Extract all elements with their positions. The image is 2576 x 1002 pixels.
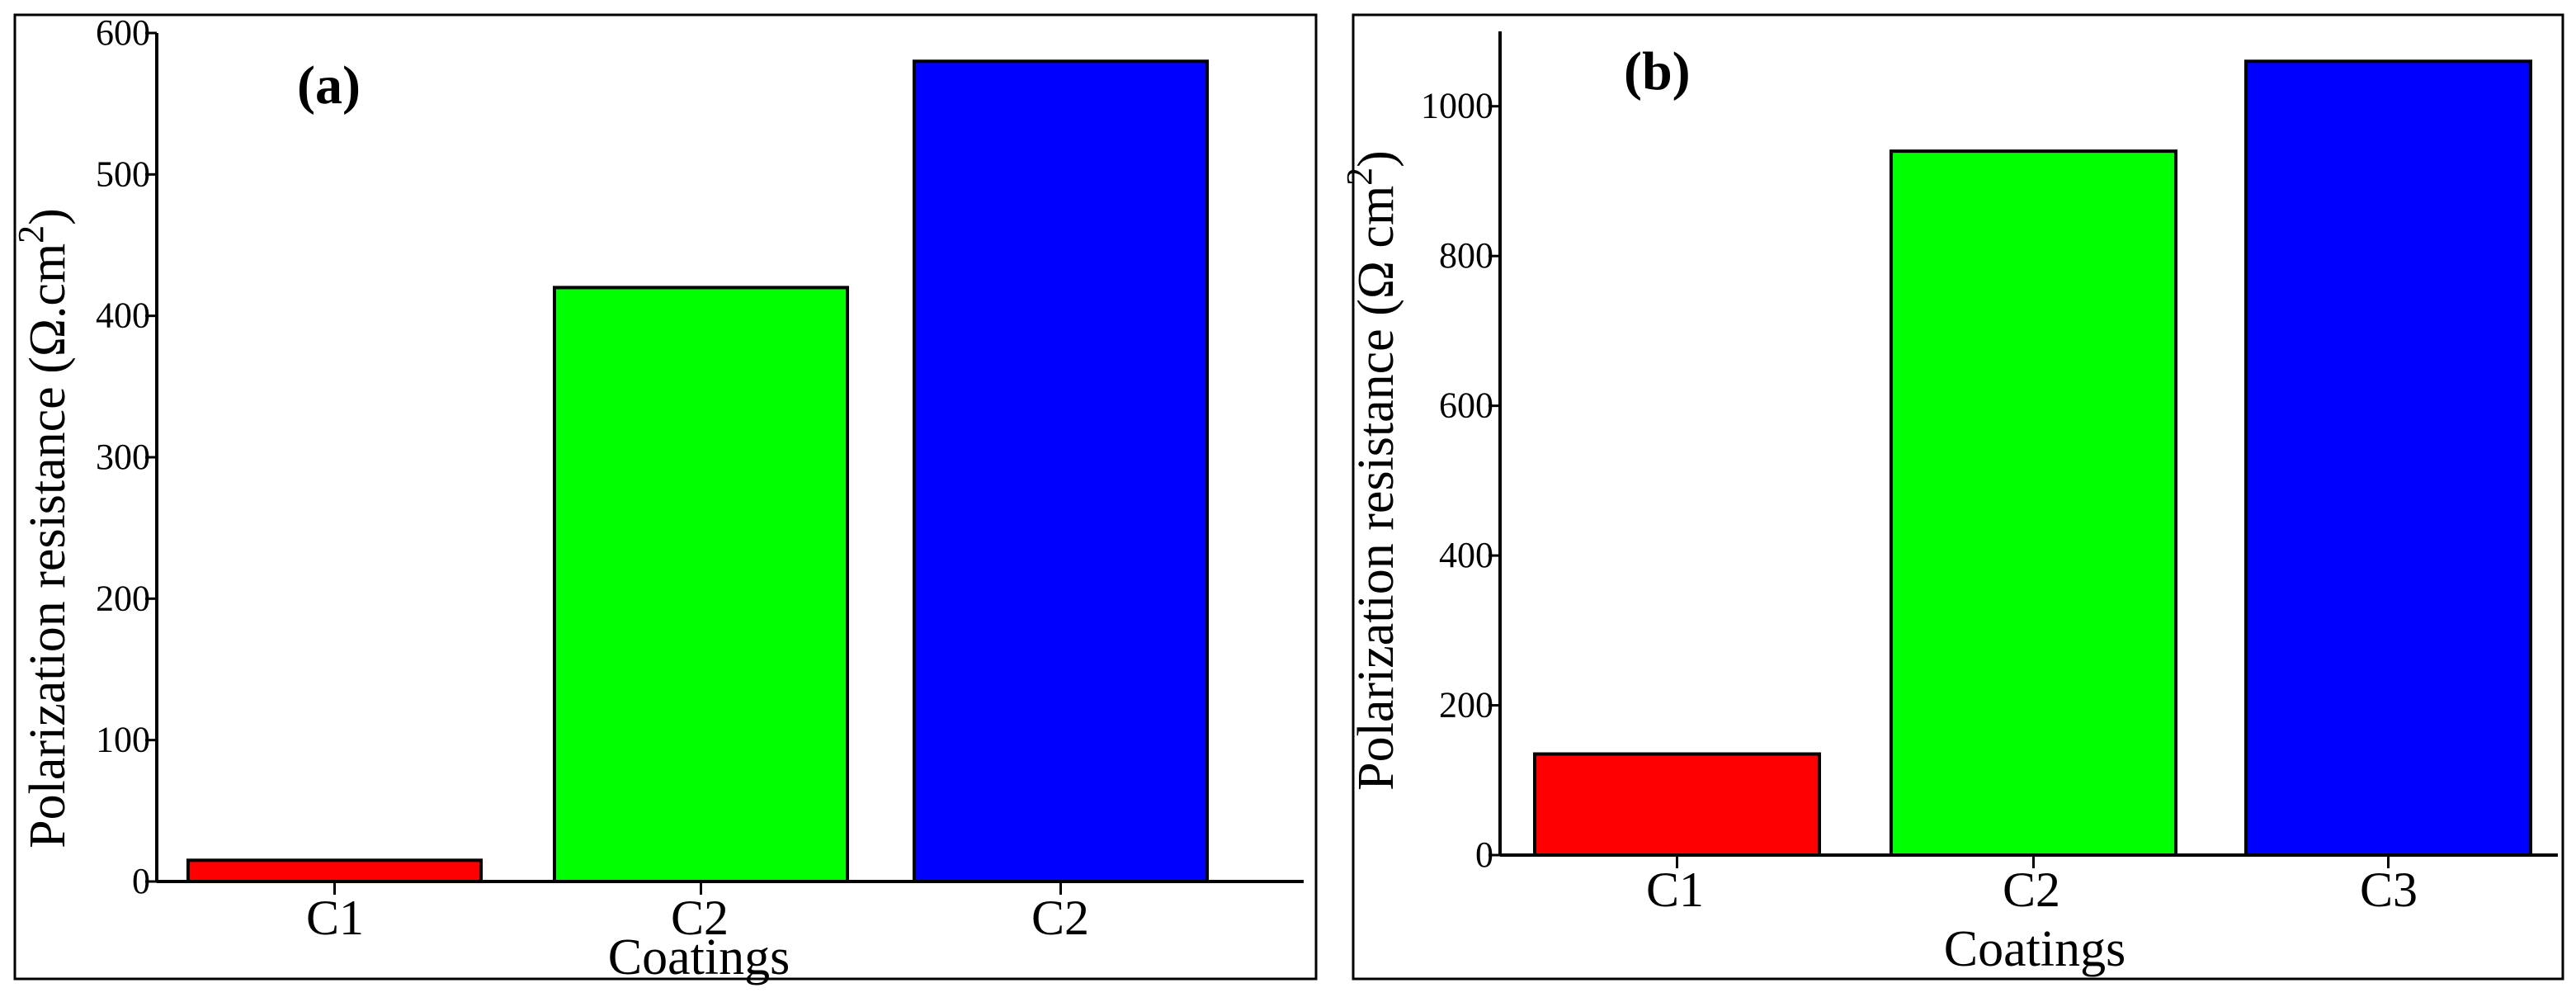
panel-a-y-tick-label: 500 [96,154,150,194]
panel-b-x-category-label: C2 [2003,863,2060,917]
panel-a-y-tick-label: 400 [96,295,150,336]
panel-a-y-tick-label: 300 [96,437,150,477]
panel-b-y-tick-label: 0 [1475,834,1493,875]
panel-b-bar-3 [2244,59,2532,858]
panel-b-x-axis-title: Coatings [1944,921,2125,977]
panel-a-x-axis-title: Coatings [608,929,790,985]
panel-a-y-tick-label: 0 [132,861,150,901]
panel-b-bar-1 [1533,752,1821,858]
panel-a-bar-3 [913,59,1209,884]
panel-b-x-category-label: C1 [1646,863,1704,917]
panel-b-x-category-label: C3 [2360,863,2418,917]
panel-b-y-tick-label: 400 [1439,535,1493,575]
panel-a-bar-1 [186,858,483,884]
panel-b-y-tick-label: 800 [1439,235,1493,276]
panel-b-y-ticks: 0 200 400 600 800 1000 [1421,86,1500,875]
panel-a-y-axis-title: Polarization resistance (Ω.cm2) [11,208,76,848]
panel-b-label: (b) [1624,41,1691,102]
panel-a-x-category-label: C1 [306,891,364,945]
panel-a-y-tick-label: 600 [96,12,150,53]
panel-a-bar-2 [553,286,849,883]
panel-a-x-categories: C1 C2 C2 [306,881,1089,945]
panel-b: (b) 0 200 400 600 800 1000 C1 C2 C3 Coatings Po… [1339,13,2564,981]
panel-b-y-axis-title: Polarization resistance (Ω cm2) [1339,150,1404,791]
panel-b-y-tick-label: 1000 [1421,86,1493,126]
panel-a-y-ticks: 0 100 200 300 400 500 600 [96,12,157,901]
panel-a-y-tick-label: 200 [96,578,150,618]
panel-b-y-tick-label: 200 [1439,685,1493,726]
panel-b-bar-2 [1890,149,2177,857]
panel-b-plot [1498,31,2558,858]
panel-a-plot [155,33,1304,884]
panel-b-y-tick-label: 600 [1439,385,1493,426]
panel-a-x-category-label: C2 [671,891,729,945]
panel-a-x-category-label: C2 [1031,891,1089,945]
panel-a-y-tick-label: 100 [96,720,150,760]
panel-a-label: (a) [297,55,361,116]
panel-b-x-categories: C1 C2 C3 [1646,855,2418,917]
